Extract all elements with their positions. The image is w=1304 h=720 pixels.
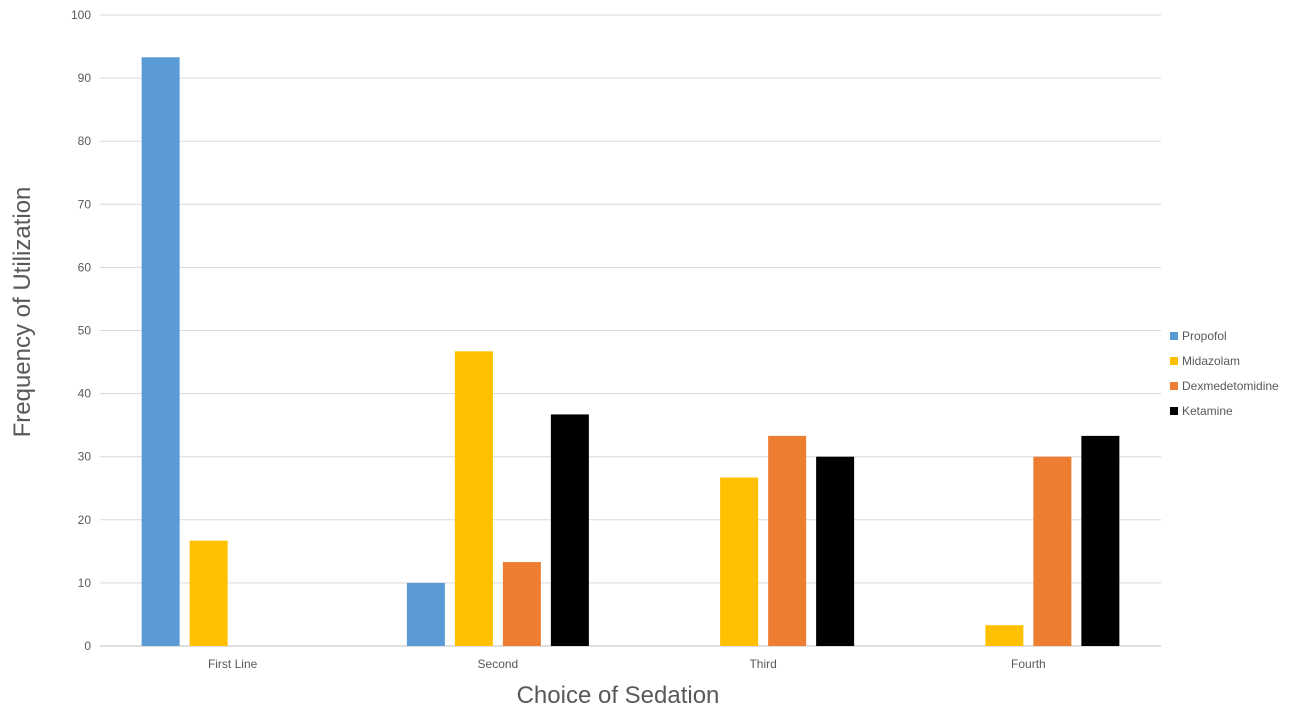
y-tick-label: 0: [84, 639, 91, 653]
bar-propofol-second: [406, 582, 445, 646]
y-tick-label: 50: [78, 324, 92, 338]
bar-midazolam-first-line: [189, 540, 228, 646]
legend-label: Ketamine: [1182, 404, 1233, 418]
y-tick-label: 80: [78, 134, 92, 148]
legend-swatch: [1170, 357, 1178, 365]
y-axis-tick-labels: 0 10 20 30 40 50 60 70 80 90 100: [71, 8, 91, 653]
y-tick-label: 70: [78, 197, 92, 211]
legend-swatch: [1170, 382, 1178, 390]
x-axis-label: Choice of Sedation: [517, 682, 720, 709]
y-tick-label: 40: [78, 387, 92, 401]
y-tick-label: 60: [78, 260, 92, 274]
bar-dexmedetomidine-second: [502, 562, 541, 646]
bar-dexmedetomidine-fourth: [1033, 456, 1072, 646]
y-tick-label: 90: [78, 71, 92, 85]
bar-midazolam-second: [454, 351, 493, 646]
legend-label: Dexmedetomidine: [1182, 379, 1279, 393]
bar-midazolam-fourth: [985, 625, 1024, 646]
x-tick-label: Fourth: [1011, 657, 1046, 671]
gridlines: [100, 14, 1161, 647]
bar-ketamine-second: [550, 414, 589, 646]
bar-ketamine-third: [816, 456, 855, 646]
y-tick-label: 30: [78, 450, 92, 464]
bar-dexmedetomidine-third: [768, 435, 807, 646]
legend: Propofol Midazolam Dexmedetomidine Ketamine: [1170, 329, 1279, 418]
legend-label: Midazolam: [1182, 354, 1240, 368]
x-axis-tick-labels: First Line Second Third Fourth: [208, 657, 1046, 671]
bar-midazolam-third: [720, 477, 759, 646]
legend-swatch: [1170, 332, 1178, 340]
bar-propofol-first-line: [141, 57, 180, 647]
bars: [141, 57, 1120, 647]
y-axis-label: Frequency of Utilization: [9, 187, 36, 438]
bar-ketamine-fourth: [1081, 435, 1120, 646]
legend-label: Propofol: [1182, 329, 1227, 343]
y-tick-label: 100: [71, 8, 91, 22]
y-tick-label: 20: [78, 513, 92, 527]
x-tick-label: First Line: [208, 657, 258, 671]
x-tick-label: Second: [478, 657, 519, 671]
y-tick-label: 10: [78, 576, 92, 590]
x-tick-label: Third: [749, 657, 776, 671]
legend-swatch: [1170, 407, 1178, 415]
